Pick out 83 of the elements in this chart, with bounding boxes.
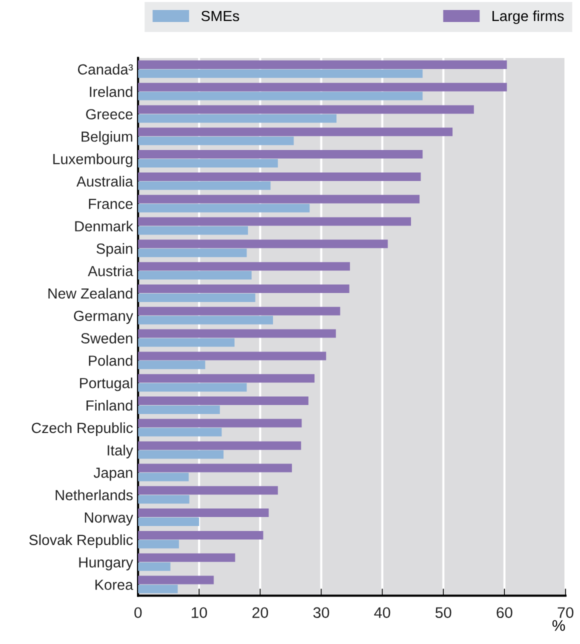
legend-label: Large firms bbox=[492, 10, 564, 24]
y-tick-label: Spain bbox=[96, 243, 132, 257]
bar bbox=[138, 508, 269, 518]
legend-label: SMEs bbox=[201, 10, 240, 22]
bar bbox=[138, 360, 206, 370]
y-tick-label: Slovak Republic bbox=[29, 534, 133, 548]
bar bbox=[138, 128, 453, 136]
bar bbox=[138, 450, 224, 459]
bar bbox=[138, 396, 308, 406]
y-tick-label: Australia bbox=[76, 176, 134, 187]
bar bbox=[138, 172, 421, 181]
bar bbox=[138, 338, 235, 347]
bar bbox=[138, 114, 337, 123]
bar bbox=[138, 150, 423, 159]
y-tick-label: Czech Republic bbox=[32, 422, 133, 436]
bar bbox=[138, 271, 252, 280]
x-tick-label: 0 bbox=[134, 607, 142, 618]
y-tick-label: Norway bbox=[84, 512, 134, 526]
bar bbox=[138, 518, 200, 526]
y-tick-label: Denmark bbox=[75, 220, 134, 232]
bar bbox=[138, 405, 220, 414]
bar bbox=[138, 181, 271, 190]
bar bbox=[138, 562, 170, 571]
y-tick-label: Portugal bbox=[80, 378, 132, 392]
x-tick-label: 10 bbox=[192, 607, 208, 618]
bar bbox=[138, 159, 278, 168]
bar bbox=[138, 248, 247, 258]
x-axis-title: % bbox=[552, 620, 565, 631]
bar bbox=[138, 472, 189, 482]
y-tick-label: Ireland bbox=[90, 86, 132, 97]
y-tick-label: Sweden bbox=[81, 332, 132, 344]
bar bbox=[138, 306, 340, 316]
x-tick-label: 20 bbox=[252, 607, 268, 618]
bar bbox=[138, 486, 278, 495]
y-tick-label: Finland bbox=[86, 400, 132, 411]
bar bbox=[138, 226, 248, 235]
bar bbox=[138, 69, 423, 78]
y-tick-label: Belgium bbox=[82, 131, 132, 145]
y-tick-label: Austria bbox=[88, 266, 134, 276]
y-tick-label: Japan bbox=[94, 468, 132, 481]
bar bbox=[138, 262, 350, 271]
y-tick-label: France bbox=[88, 198, 133, 210]
x-tick-label: 30 bbox=[313, 607, 330, 618]
bar bbox=[138, 576, 214, 584]
bar bbox=[138, 418, 302, 428]
bar bbox=[138, 553, 236, 562]
y-tick-label: Netherlands bbox=[56, 490, 133, 500]
bar bbox=[138, 464, 292, 472]
bar bbox=[138, 584, 178, 594]
x-tick-label: 60 bbox=[496, 607, 512, 618]
bar bbox=[138, 383, 247, 392]
bar bbox=[138, 194, 420, 204]
y-tick-label: Poland bbox=[88, 355, 132, 366]
y-tick-label: Hungary bbox=[79, 557, 134, 570]
y-tick-label: Korea bbox=[95, 580, 134, 590]
bar bbox=[138, 540, 179, 548]
bar bbox=[138, 60, 507, 69]
bar bbox=[138, 293, 256, 302]
bar bbox=[138, 92, 423, 100]
x-tick-label: 40 bbox=[374, 607, 390, 618]
bar bbox=[138, 136, 294, 146]
bar bbox=[138, 530, 264, 540]
bar bbox=[138, 217, 412, 226]
y-tick-label: Italy bbox=[108, 444, 134, 458]
y-tick-label: Greece bbox=[86, 109, 133, 120]
bar bbox=[138, 105, 474, 114]
bar bbox=[138, 352, 326, 360]
bar bbox=[138, 441, 302, 450]
bar bbox=[138, 374, 315, 383]
bar bbox=[138, 428, 222, 436]
bar bbox=[138, 240, 388, 248]
bar bbox=[138, 329, 336, 338]
bar bbox=[138, 82, 507, 92]
y-tick-label: Germany bbox=[74, 310, 134, 324]
x-tick-label: 50 bbox=[435, 607, 452, 618]
bar bbox=[138, 204, 310, 212]
x-tick-label: 70 bbox=[558, 607, 574, 618]
bar bbox=[138, 316, 273, 324]
bar bbox=[138, 284, 350, 293]
y-tick-label: New Zealand bbox=[48, 288, 132, 299]
y-tick-label: Canada³ bbox=[78, 64, 133, 75]
bar bbox=[138, 495, 190, 504]
y-tick-label: Luxembourg bbox=[53, 154, 132, 168]
